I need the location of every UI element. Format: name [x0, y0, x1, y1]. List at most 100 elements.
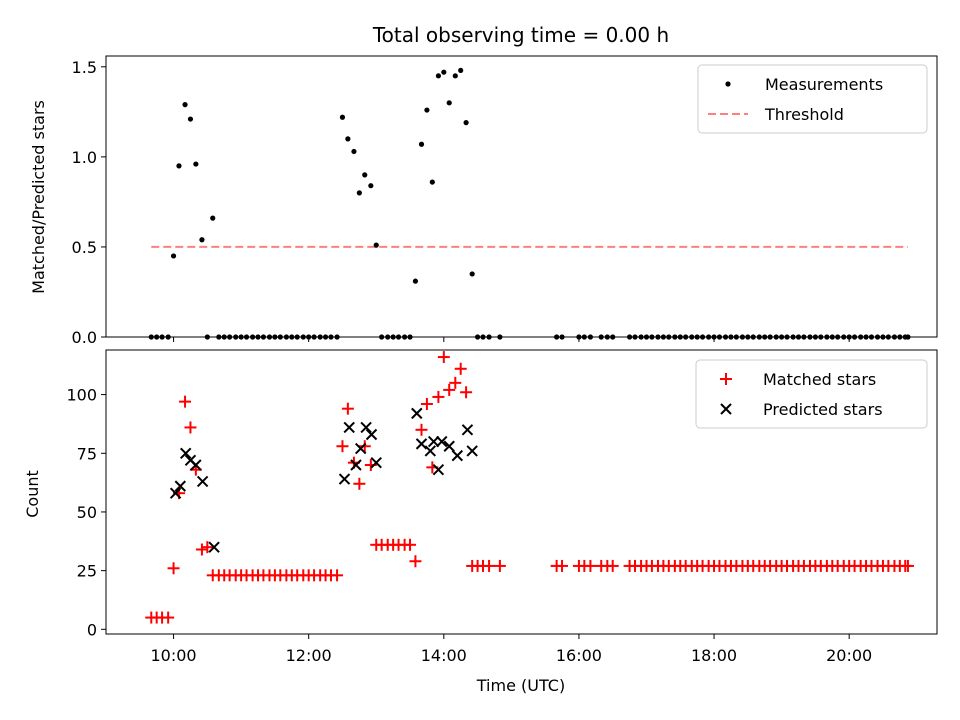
matched-star-marker — [454, 362, 467, 375]
matched-star-marker — [353, 477, 366, 490]
measurement-point — [243, 334, 250, 340]
matched-star-marker — [606, 559, 619, 572]
y-tick-label: 25 — [77, 562, 97, 581]
predicted-star-marker — [461, 424, 474, 436]
measurement-point — [412, 278, 419, 284]
measurement-point — [767, 334, 773, 340]
measurement-point — [655, 334, 661, 340]
predicted-star-marker — [180, 447, 192, 459]
legend-ratio: Measurements Threshold — [697, 64, 928, 134]
panel-count-ylabel: Count — [23, 470, 42, 518]
panel-ratio: 0.0 0.5 1.0 1.5 Matched/Predicted stars Mea… — [29, 55, 938, 347]
predicted-star-marker — [411, 407, 423, 420]
measurement-point — [728, 334, 734, 340]
predicted-star-marker — [451, 449, 464, 462]
measurement-point — [497, 334, 503, 340]
predicted-star-marker — [424, 445, 436, 457]
measurement-point — [182, 102, 188, 108]
measurement-point — [897, 334, 903, 340]
matched-star-marker — [483, 559, 496, 572]
measurement-point — [362, 172, 368, 178]
matched-star-marker — [341, 402, 354, 415]
y-tick-label: 0 — [87, 620, 97, 639]
x-tick-label: 12:00 — [286, 646, 332, 665]
matched-star-marker — [901, 559, 914, 572]
panel-ratio-ylabel: Matched/Predicted stars — [29, 100, 48, 294]
measurement-point — [716, 334, 723, 340]
x-tick-label: 16:00 — [556, 646, 602, 665]
legend-count: Matched stars Predicted stars — [695, 359, 928, 429]
measurement-point — [395, 334, 402, 340]
measurement-point — [227, 334, 233, 340]
predicted-star-marker — [174, 480, 187, 492]
measurement-point — [790, 334, 796, 340]
measurement-point — [294, 334, 300, 340]
measurement-point — [598, 334, 604, 340]
measurement-point — [722, 334, 729, 340]
measurement-point — [851, 334, 858, 340]
matched-star-marker — [201, 541, 214, 554]
measurement-point — [216, 334, 222, 340]
measurement-point — [339, 114, 346, 120]
measurement-point — [176, 163, 182, 169]
matched-star-marker — [443, 383, 456, 396]
y-tick-label: 1.5 — [72, 58, 97, 77]
legend-matched-marker — [720, 373, 732, 385]
y-tick-label: 0.5 — [72, 238, 97, 257]
measurement-point — [480, 334, 486, 340]
predicted-star-marker — [436, 435, 448, 448]
measurement-point — [187, 116, 194, 122]
measurement-point — [660, 334, 666, 340]
matched-star-marker — [432, 390, 445, 403]
predicted-star-marker — [427, 435, 440, 448]
measurement-point — [683, 334, 689, 340]
measurement-point — [260, 334, 267, 340]
matched-stars-points — [145, 351, 914, 624]
matched-star-marker — [179, 395, 192, 408]
measurement-point — [762, 334, 768, 340]
matched-star-marker — [331, 569, 344, 582]
measurement-point — [446, 100, 452, 106]
panel-ratio-y-ticks: 0.0 0.5 1.0 1.5 — [72, 58, 106, 347]
measurement-point — [554, 334, 560, 340]
matched-star-marker — [184, 421, 197, 434]
predicted-star-marker — [196, 475, 209, 488]
measurement-point — [238, 334, 244, 340]
measurement-point — [824, 334, 830, 340]
measurement-point — [469, 271, 475, 277]
predicted-star-marker — [466, 445, 478, 457]
measurement-point — [266, 334, 273, 340]
measurement-point — [801, 334, 807, 340]
measurement-point — [694, 334, 700, 340]
measurement-point — [874, 334, 881, 340]
measurement-point — [846, 334, 852, 340]
measurement-point — [289, 334, 295, 340]
x-tick-label: 18:00 — [691, 646, 737, 665]
measurement-point — [784, 334, 790, 340]
measurement-point — [193, 161, 199, 167]
legend-count-box — [695, 359, 928, 429]
measurement-point — [795, 334, 802, 340]
measurement-point — [418, 141, 425, 147]
matched-star-marker — [556, 559, 569, 572]
measurement-point — [148, 334, 154, 340]
predicted-star-marker — [354, 442, 367, 455]
measurement-point — [711, 334, 717, 340]
predicted-stars-points — [169, 407, 478, 553]
measurement-point — [424, 107, 430, 113]
measurement-point — [233, 334, 239, 340]
legend-matched-label: Matched stars — [763, 370, 876, 389]
x-tick-label: 10:00 — [151, 646, 197, 665]
measurement-point — [351, 148, 357, 155]
measurement-point — [322, 334, 329, 340]
measurement-point — [604, 334, 610, 340]
matched-star-marker — [460, 386, 473, 399]
matched-star-marker — [449, 376, 462, 389]
predicted-star-marker — [370, 456, 382, 469]
chart-title: Total observing time = 0.00 h — [372, 23, 669, 47]
x-axis-label: Time (UTC) — [476, 676, 565, 695]
measurement-point — [199, 237, 205, 243]
y-tick-label: 75 — [77, 444, 97, 463]
measurement-point — [441, 69, 447, 75]
measurement-point — [345, 136, 351, 142]
